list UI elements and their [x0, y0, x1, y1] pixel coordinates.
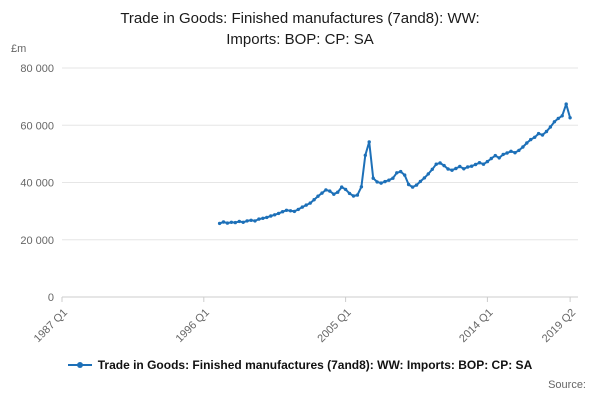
svg-text:40 000: 40 000	[20, 178, 54, 190]
chart-title-line-1: Trade in Goods: Finished manufactures (7…	[120, 10, 480, 27]
svg-text:60 000: 60 000	[20, 120, 54, 132]
svg-text:2019 Q2: 2019 Q2	[540, 307, 578, 345]
y-axis-unit-label: £m	[11, 43, 27, 55]
svg-text:80 000: 80 000	[20, 63, 54, 75]
svg-text:20 000: 20 000	[20, 235, 54, 247]
source-label: Source:	[548, 379, 586, 391]
svg-text:2014 Q1: 2014 Q1	[457, 307, 495, 345]
chart-title: Trade in Goods: Finished manufactures (7…	[0, 8, 600, 50]
legend-line-marker-icon	[67, 362, 92, 368]
legend-label: Trade in Goods: Finished manufactures (7…	[97, 358, 533, 372]
svg-text:2005 Q1: 2005 Q1	[315, 307, 353, 345]
svg-text:1996 Q1: 1996 Q1	[174, 307, 212, 345]
svg-text:1987 Q1: 1987 Q1	[32, 307, 70, 345]
chart-title-line-2: Imports: BOP: CP: SA	[226, 31, 374, 48]
svg-text:0: 0	[48, 292, 54, 304]
legend[interactable]: Trade in Goods: Finished manufactures (7…	[0, 358, 600, 372]
